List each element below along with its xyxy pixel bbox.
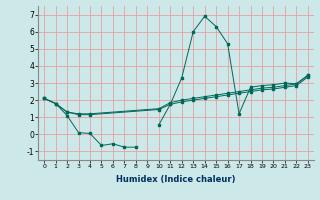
X-axis label: Humidex (Indice chaleur): Humidex (Indice chaleur): [116, 175, 236, 184]
